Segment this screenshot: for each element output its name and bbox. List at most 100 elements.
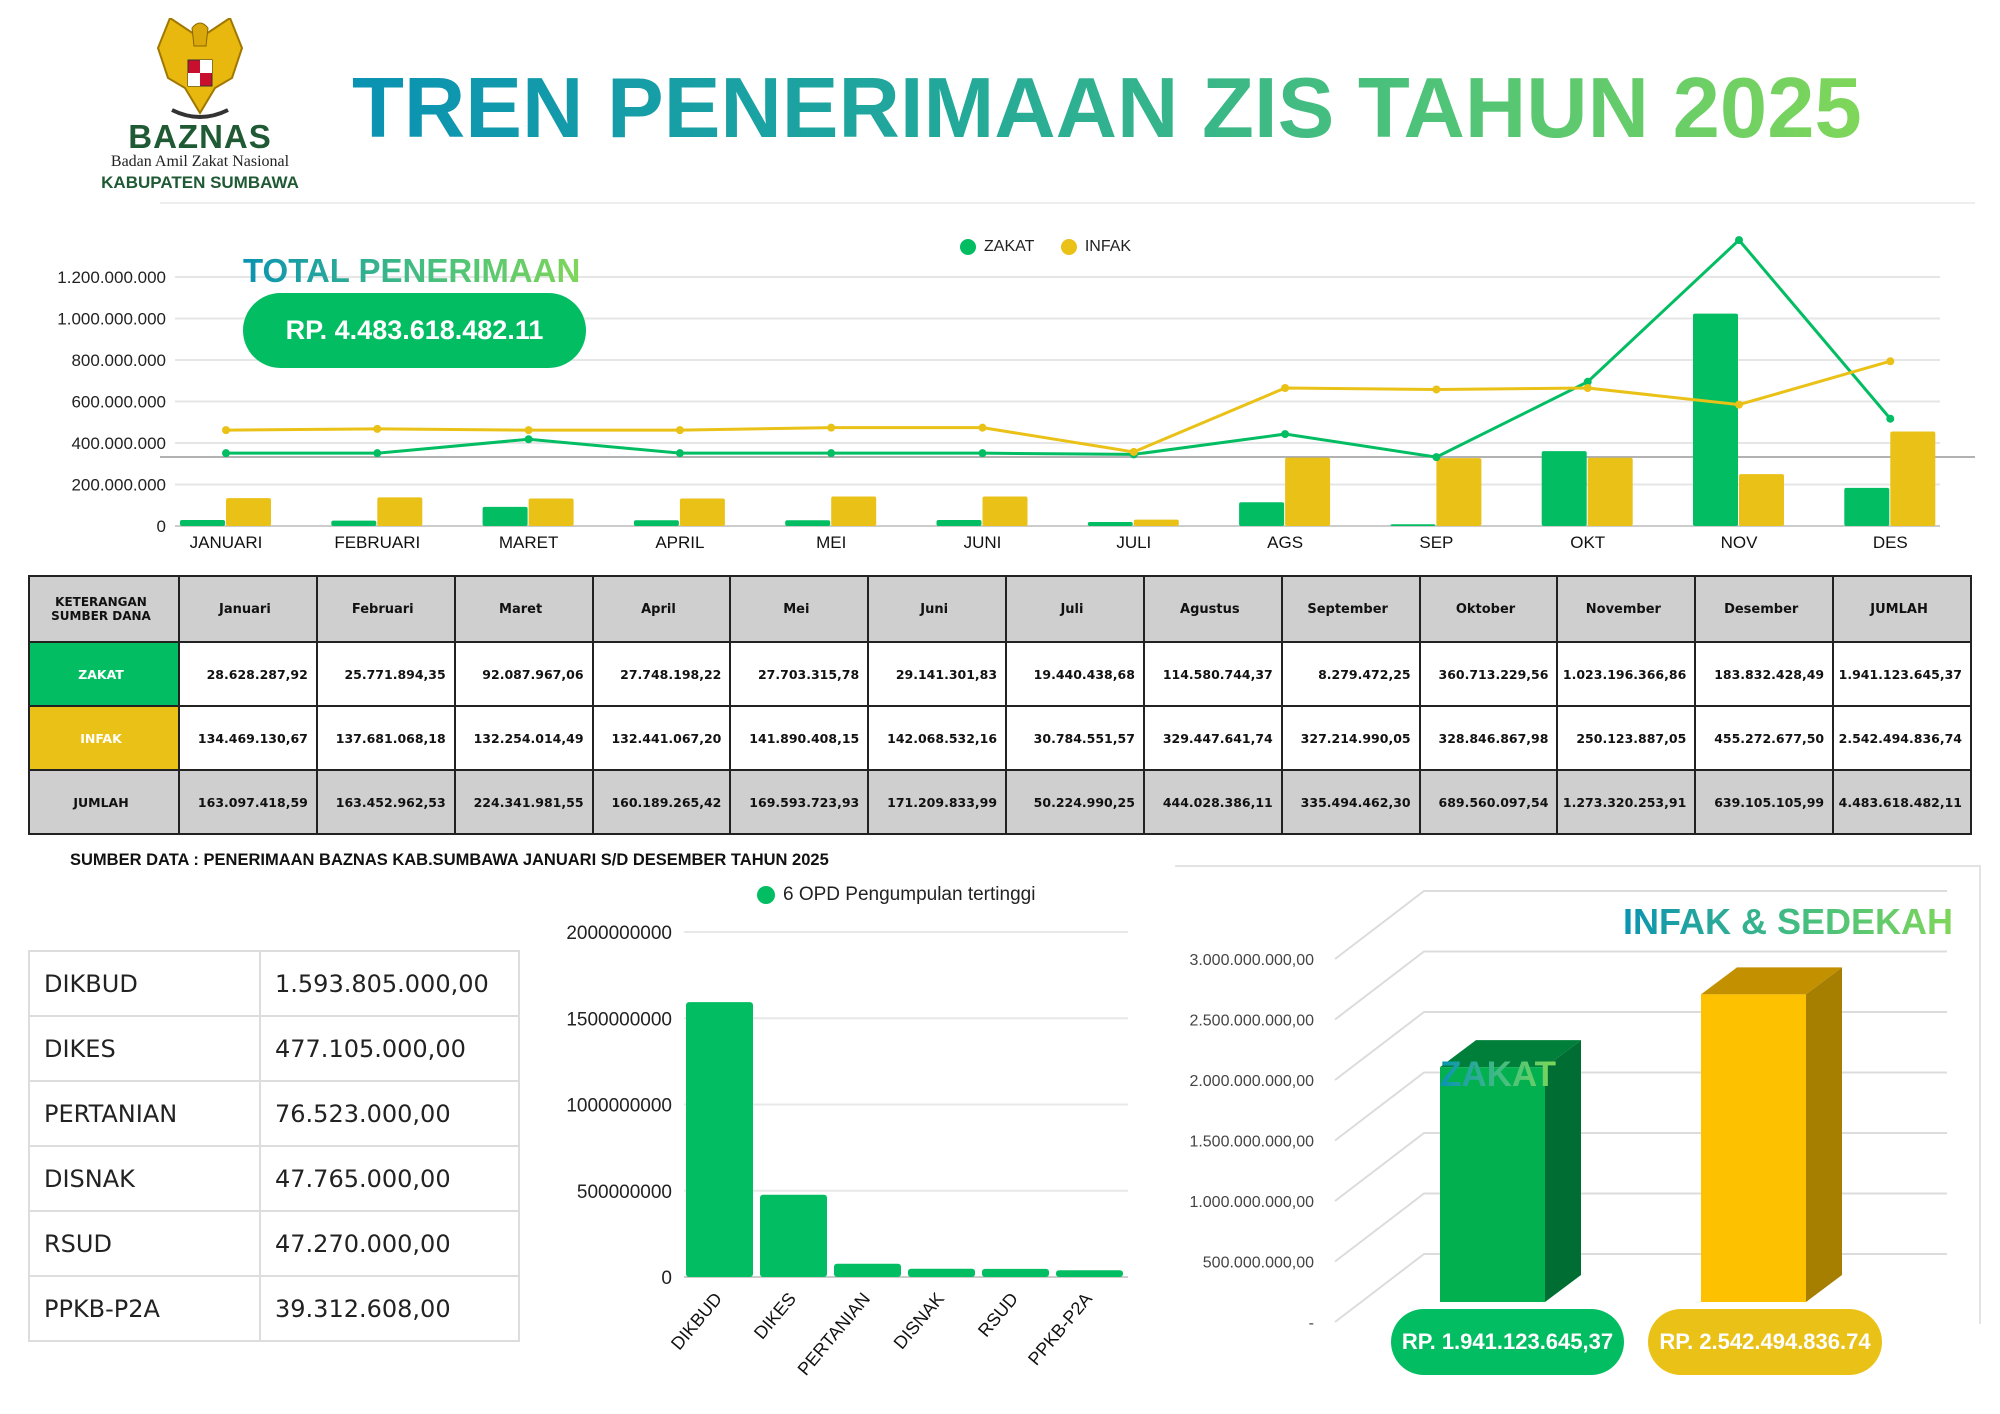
table-header-cell: Mei (729, 575, 870, 643)
opd-value: 47.765.000,00 (259, 1145, 520, 1212)
bar-3d-side (1545, 1040, 1581, 1302)
table-cell: 8.279.472,25 (1280, 641, 1421, 707)
bar-zakat (1844, 487, 1890, 526)
y-tick-label: 600.000.000 (71, 393, 166, 412)
bar-3d-side (1806, 967, 1842, 1302)
bar-zakat (1390, 524, 1436, 526)
logo-name: BAZNAS (128, 118, 272, 155)
opd-chart-legend: 6 OPD Pengumpulan tertinggi (757, 884, 1035, 906)
bar-3d-top (1440, 1040, 1581, 1068)
opd-value: 47.270.000,00 (259, 1210, 520, 1277)
logo-region: KABUPATEN SUMBAWA (101, 173, 299, 192)
bar-zakat (180, 520, 225, 526)
x-tick-label: NOV (1721, 533, 1759, 552)
table-cell: 171.209.833,99 (867, 769, 1008, 835)
gridline (1334, 950, 1947, 1021)
table-cell: 25.771.894,35 (315, 641, 456, 707)
total-value-pill: RP. 4.483.618.482.11 (243, 293, 586, 368)
opd-table: DIKBUD 1.593.805.000,00 DIKES 477.105.000,0… (28, 950, 520, 1342)
bar-zakat (331, 520, 377, 526)
bar-zakat (1087, 521, 1133, 526)
table-cell: 137.681.068,18 (315, 705, 456, 771)
table-header-cell: September (1280, 575, 1421, 643)
opd-chart: 0 500000000 1000000000 1500000000 2000000000… (566, 923, 1128, 1379)
gridline (1334, 1192, 1947, 1263)
x-tick-label: SEP (1419, 533, 1453, 552)
table-cell: 134.469.130,67 (178, 705, 318, 771)
line-point-zakat (1735, 236, 1743, 245)
legend-zakat-dot (960, 238, 976, 255)
total-title: TOTAL PENERIMAAN (243, 252, 581, 289)
line-point-zakat (978, 449, 987, 458)
x-tick-label: DES (1873, 533, 1908, 552)
table-header-cell: April (591, 575, 732, 643)
infak-chart-label: INFAK & SEDEKAH (1623, 901, 1954, 942)
line-point-infak (1886, 357, 1895, 366)
bar-zakat (1541, 451, 1587, 526)
y-tick-label: 400.000.000 (71, 434, 166, 453)
x-tick-label: OKT (1570, 533, 1605, 552)
y-tick-label: 2.000.000.000,00 (1189, 1073, 1314, 1090)
line-point-infak (1281, 384, 1290, 393)
table-cell: 639.105.105,99 (1694, 769, 1835, 835)
row-label: JUMLAH (28, 769, 180, 835)
zakat-total-pill: RP. 1.941.123.645,37 (1391, 1309, 1624, 1375)
opd-value: 1.593.805.000,00 (259, 950, 520, 1017)
table-cell: 4.483.618.482,11 (1832, 769, 1972, 835)
opd-value: 76.523.000,00 (259, 1080, 520, 1147)
opd-name: RSUD (28, 1210, 261, 1277)
table-row-jumlah: JUMLAH 163.097.418,59 163.452.962,53 224.34… (28, 769, 1972, 835)
y-tick-label: 2000000000 (566, 923, 672, 944)
opd-row: DISNAK 47.765.000,00 (28, 1145, 520, 1212)
table-cell: 163.097.418,59 (178, 769, 318, 835)
source-note: SUMBER DATA : PENERIMAAN BAZNAS KAB.SUMB… (70, 851, 829, 869)
logo (150, 16, 250, 126)
gridline (1334, 1071, 1947, 1142)
legend-infak-dot (1060, 238, 1077, 255)
opd-value: 477.105.000,00 (259, 1015, 520, 1082)
table-cell: 328.846.867,98 (1418, 705, 1559, 771)
table-cell: 183.832.428,49 (1694, 641, 1835, 707)
opd-value: 39.312.608,00 (259, 1275, 520, 1342)
bar-infak (1285, 457, 1331, 526)
table-cell: 141.890.408,15 (729, 705, 870, 771)
y-tick-label: 0 (157, 517, 166, 536)
y-tick-label: 1500000000 (566, 1009, 672, 1030)
monthly-chart-legend: ZAKAT INFAK (960, 238, 1153, 256)
table-header-row: KETERANGAN SUMBER DANA Januari Februari Mar… (28, 575, 1972, 643)
x-tick-label: JULI (1116, 533, 1151, 552)
table-cell: 28.628.287,92 (178, 641, 318, 707)
opd-name: PERTANIAN (28, 1080, 261, 1147)
chart-frame (1175, 865, 1981, 1324)
line-point-zakat (1886, 414, 1895, 423)
table-cell: 1.273.320.253,91 (1556, 769, 1697, 835)
table-cell: 335.494.462,30 (1280, 769, 1421, 835)
y-tick-label: 500000000 (577, 1182, 672, 1203)
bar-zakat (1239, 502, 1285, 526)
x-tick-label: AGS (1267, 533, 1303, 552)
bar-infak (226, 498, 271, 526)
opd-name: DISNAK (28, 1145, 261, 1212)
table-cell: 30.784.551,57 (1005, 705, 1145, 771)
table-header-cell: JUMLAH (1832, 575, 1972, 643)
opd-legend-label: 6 OPD Pengumpulan tertinggi (783, 884, 1036, 905)
table-cell: 1.023.196.366,86 (1556, 641, 1697, 707)
x-tick-label: MEI (816, 533, 846, 552)
row-label: ZAKAT (28, 641, 180, 707)
opd-legend-dot (757, 885, 775, 904)
legend-zakat-label: ZAKAT (984, 238, 1035, 255)
table-cell: 250.123.887,05 (1556, 705, 1697, 771)
table-cell: 224.341.981,55 (453, 769, 594, 835)
table-cell: 92.087.967,06 (453, 641, 594, 707)
monthly-table: KETERANGAN SUMBER DANA Januari Februari Mar… (28, 575, 1972, 835)
opd-name: DIKBUD (28, 950, 261, 1017)
line-point-infak (373, 424, 382, 433)
table-row-zakat: ZAKAT 28.628.287,92 25.771.894,35 92.087.96… (28, 641, 1972, 707)
bar-3d-top (1701, 967, 1842, 995)
x-tick-label: APRIL (655, 533, 704, 552)
line-point-infak (1129, 447, 1138, 456)
table-cell: 132.441.067,20 (591, 705, 732, 771)
y-tick-label: 200.000.000 (71, 476, 166, 495)
line-point-zakat (827, 449, 836, 458)
